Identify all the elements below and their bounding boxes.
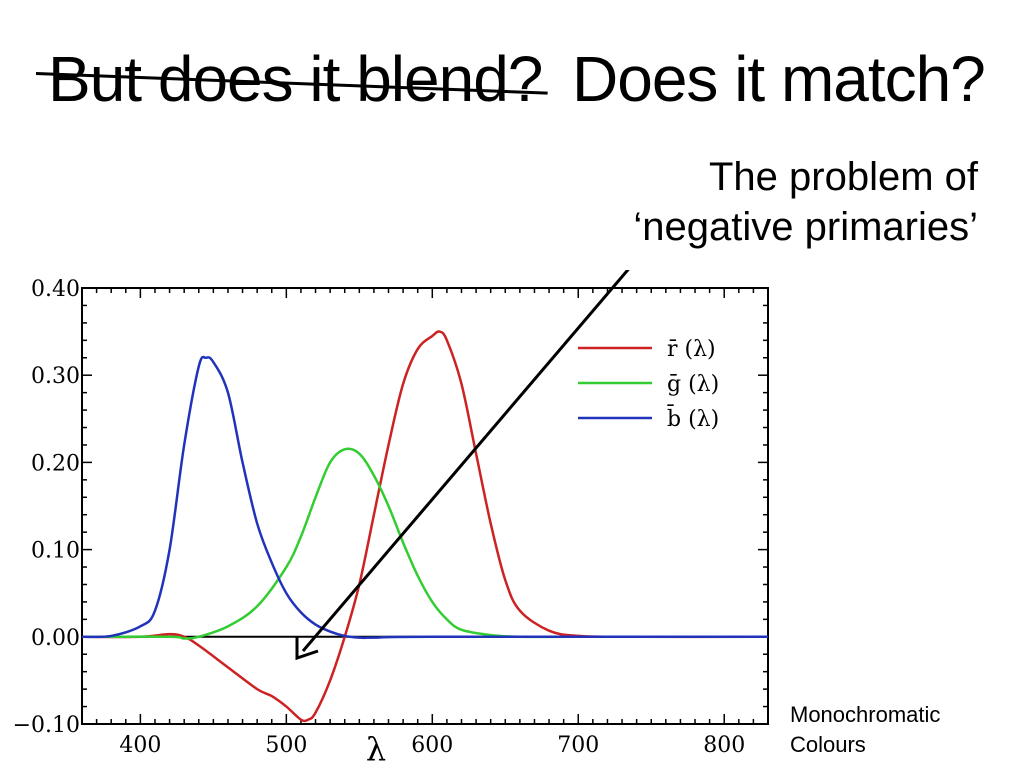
side-note-line-2: Colours xyxy=(790,732,866,757)
legend: r̄ (λ) ḡ (λ) b̄ (λ) xyxy=(578,337,719,432)
y-tick-label: 0.20 xyxy=(31,451,80,476)
slide-title: Does it match? xyxy=(572,43,986,115)
y-tick-label: 0.00 xyxy=(31,626,80,651)
arrow-head xyxy=(295,636,319,661)
series-line-2 xyxy=(81,447,768,640)
x-tick-label: 700 xyxy=(557,733,599,758)
callout-line-1: The problem of xyxy=(708,155,978,199)
y-tick-label: 0.40 xyxy=(31,277,80,302)
side-note: Monochromatic Colours xyxy=(790,700,940,760)
legend-label-2: ḡ (λ) xyxy=(667,372,719,397)
x-tick-label: 400 xyxy=(119,733,161,758)
legend-label-3: b̄ (λ) xyxy=(667,404,719,432)
arrow-shaft xyxy=(301,270,630,652)
callout-arrow xyxy=(295,270,630,661)
struck-title: But does it blend? xyxy=(48,43,543,115)
legend-label-1: r̄ (λ) xyxy=(667,337,716,362)
x-tick-label: 600 xyxy=(411,733,453,758)
y-tick-label: 0.30 xyxy=(31,364,80,389)
tick-labels: 400 500 600 700 800 0.40 0.30 0.20 0.10 0.00 −0.10 xyxy=(13,277,746,758)
side-note-line-1: Monochromatic xyxy=(790,702,941,727)
axis-ticks xyxy=(82,287,769,725)
callout-line-2: ‘negative primaries’ xyxy=(633,205,978,249)
y-tick-label: −0.10 xyxy=(13,713,80,738)
series-line-3 xyxy=(81,355,769,640)
x-tick-label: 800 xyxy=(703,733,745,758)
x-axis-label: λ xyxy=(366,730,386,768)
data-curves xyxy=(81,330,769,723)
callout-text: The problem of ‘negative primaries’ xyxy=(633,152,978,252)
x-tick-label: 500 xyxy=(265,733,307,758)
y-tick-label: 0.10 xyxy=(31,539,80,564)
color-matching-chart: 400 500 600 700 800 0.40 0.30 0.20 0.10 0.00 −0.10… xyxy=(13,270,769,768)
plot-border xyxy=(81,287,769,725)
series-line-1 xyxy=(81,330,769,723)
